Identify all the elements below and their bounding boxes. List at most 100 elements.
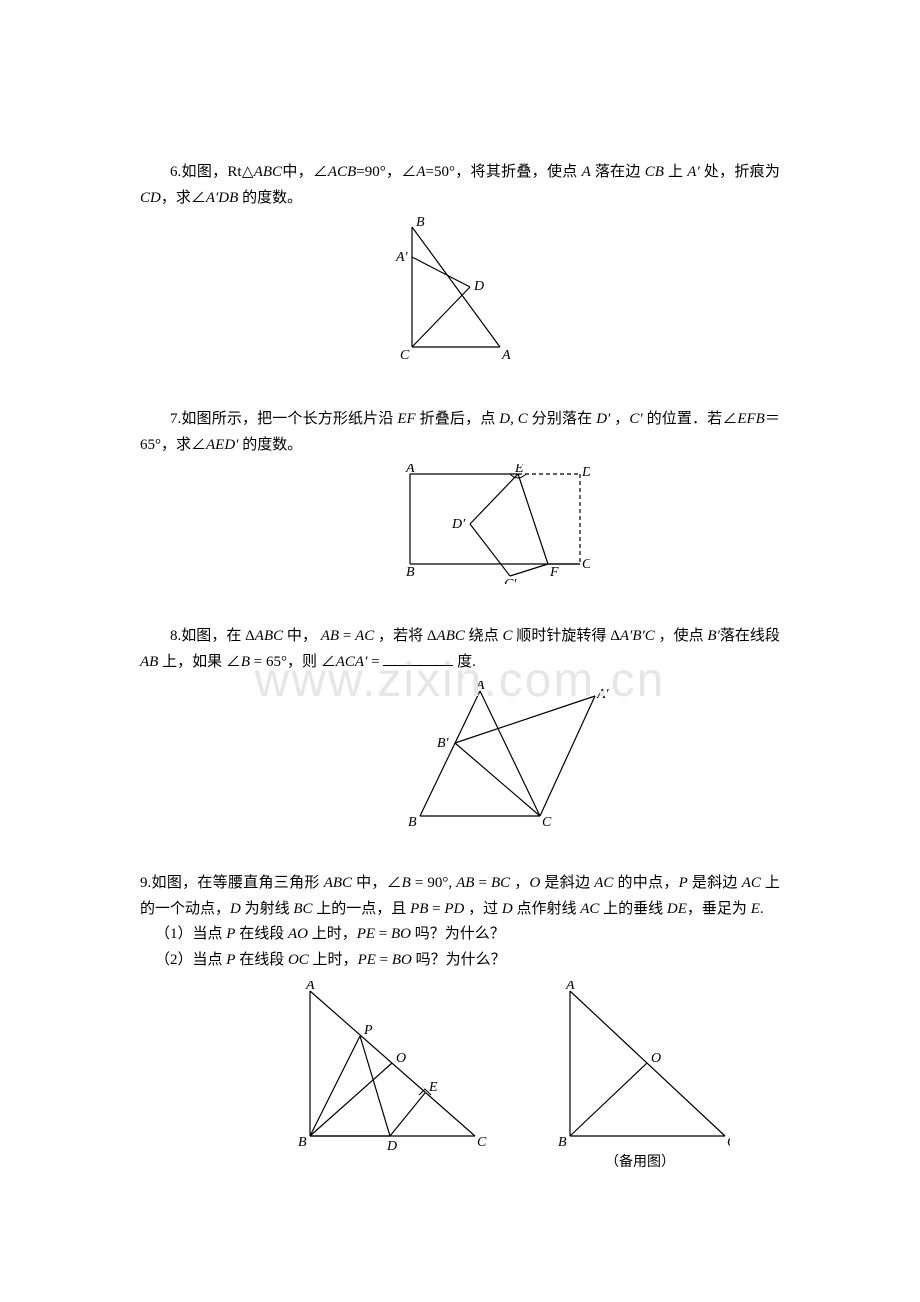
var: C <box>518 411 528 427</box>
var: EFB <box>737 411 765 427</box>
svg-text:C′: C′ <box>504 577 517 584</box>
text: 处，折痕为 <box>700 164 780 180</box>
var: AC <box>742 875 761 891</box>
text: , <box>510 411 518 427</box>
text: 度. <box>453 654 476 670</box>
var: B <box>241 654 250 670</box>
var: BO <box>392 952 412 968</box>
text: = <box>428 901 444 917</box>
var: D <box>502 901 513 917</box>
text: = <box>474 875 491 891</box>
text: 在线段 <box>235 926 288 942</box>
var: PD <box>444 901 464 917</box>
problem-9-sub1: （1）当点 P 在线段 AO 上时，PE = BO 吗？为什么？ <box>140 922 780 948</box>
svg-text:P: P <box>363 1023 373 1038</box>
text: 中，∠ <box>352 875 402 891</box>
figure-9a: A P O E B D C <box>290 981 490 1175</box>
var: O <box>530 875 541 891</box>
text: = <box>367 654 383 670</box>
svg-text:C: C <box>477 1135 487 1150</box>
text: （2）当点 <box>155 952 226 968</box>
svg-text:O: O <box>651 1051 661 1066</box>
text: ，过 <box>464 901 502 917</box>
figure-6: BA′DCA <box>380 217 780 367</box>
text: 吗？为什么？ <box>412 952 506 968</box>
var: D′ <box>596 411 610 427</box>
text: =90°，∠ <box>356 164 416 180</box>
svg-text:D: D <box>386 1139 397 1151</box>
var: EF <box>397 411 415 427</box>
svg-text:A′: A′ <box>395 250 409 265</box>
text: 的度数。 <box>238 190 302 206</box>
problem-8: 8.如图，在 ΔABC 中， AB = AC ，若将 ΔABC 绕点 C 顺时针… <box>140 624 780 831</box>
page: www.zixin.com.cn 6.如图，Rt△ABC中，∠ACB=90°，∠… <box>0 0 920 1302</box>
var: C′ <box>629 411 642 427</box>
var: ACB <box>328 164 356 180</box>
svg-text:O: O <box>396 1051 406 1066</box>
text: ，若将 Δ <box>374 628 436 644</box>
svg-text:B: B <box>408 815 417 830</box>
svg-text:F: F <box>549 565 559 580</box>
text: 为射线 <box>241 901 294 917</box>
var: A′DB <box>206 190 238 206</box>
svg-text:B: B <box>558 1135 567 1150</box>
var: ABC <box>324 875 352 891</box>
var: AC <box>355 628 374 644</box>
text: 折叠后，点 <box>416 411 500 427</box>
text: 分别落在 <box>528 411 596 427</box>
svg-text:D: D <box>581 465 590 480</box>
var: BO <box>391 926 411 942</box>
var: B <box>402 875 411 891</box>
figure-7: AEDBFCD′C′ <box>400 464 780 584</box>
figure-9b: AOBC （备用图） <box>550 981 730 1175</box>
text: 7.如图所示，把一个长方形纸片沿 <box>170 411 397 427</box>
text: ，垂足为 <box>687 901 751 917</box>
var: CB <box>645 164 664 180</box>
text: 的位置．若∠ <box>643 411 738 427</box>
text: = <box>339 628 355 644</box>
figure-8: AA′B′BC <box>400 681 780 831</box>
svg-text:B: B <box>298 1135 307 1150</box>
problem-9-text: 9.如图，在等腰直角三角形 ABC 中，∠B = 90°, AB = BC ，O… <box>140 871 780 922</box>
var: AED′ <box>206 437 238 453</box>
text: 6.如图，Rt△ <box>170 164 254 180</box>
svg-text:B′: B′ <box>437 736 450 751</box>
svg-text:A: A <box>501 348 511 363</box>
var: D <box>230 901 241 917</box>
problem-6: 6.如图，Rt△ABC中，∠ACB=90°，∠A=50°，将其折叠，使点 A 落… <box>140 160 780 367</box>
var: PB <box>410 901 428 917</box>
text: ，使点 <box>655 628 708 644</box>
text: 8.如图，在 Δ <box>170 628 255 644</box>
figure-9b-caption: （备用图） <box>550 1151 730 1175</box>
problem-6-text: 6.如图，Rt△ABC中，∠ACB=90°，∠A=50°，将其折叠，使点 A 落… <box>140 160 780 211</box>
text: 上 <box>664 164 687 180</box>
text: . <box>760 901 764 917</box>
text: 上时， <box>309 952 358 968</box>
text: 落在边 <box>591 164 645 180</box>
problem-7-text: 7.如图所示，把一个长方形纸片沿 EF 折叠后，点 D, C 分别落在 D′ ，… <box>140 407 780 458</box>
svg-text:C: C <box>542 815 552 830</box>
text: 中，∠ <box>282 164 328 180</box>
text: 点作射线 <box>513 901 581 917</box>
var: CD <box>140 190 161 206</box>
var: AB <box>321 628 339 644</box>
svg-text:A: A <box>475 681 485 693</box>
text: ， <box>510 875 529 891</box>
var: E <box>751 901 760 917</box>
svg-text:C: C <box>400 348 410 363</box>
var: C <box>503 628 513 644</box>
problem-7: 7.如图所示，把一个长方形纸片沿 EF 折叠后，点 D, C 分别落在 D′ ，… <box>140 407 780 584</box>
var: AO <box>288 926 308 942</box>
var: D <box>499 411 510 427</box>
text: 是斜边 <box>688 875 742 891</box>
figure-9-row: A P O E B D C A O B C （备用图） <box>240 981 780 1175</box>
text: =50°，将其折叠，使点 <box>425 164 581 180</box>
svg-text:A: A <box>305 981 315 993</box>
var: B′ <box>707 628 719 644</box>
svg-text:E: E <box>514 464 524 476</box>
var: PE <box>358 952 376 968</box>
svg-text:C: C <box>582 557 590 572</box>
var: OC <box>288 952 309 968</box>
svg-text:E: E <box>428 1080 438 1095</box>
var: BC <box>293 901 312 917</box>
